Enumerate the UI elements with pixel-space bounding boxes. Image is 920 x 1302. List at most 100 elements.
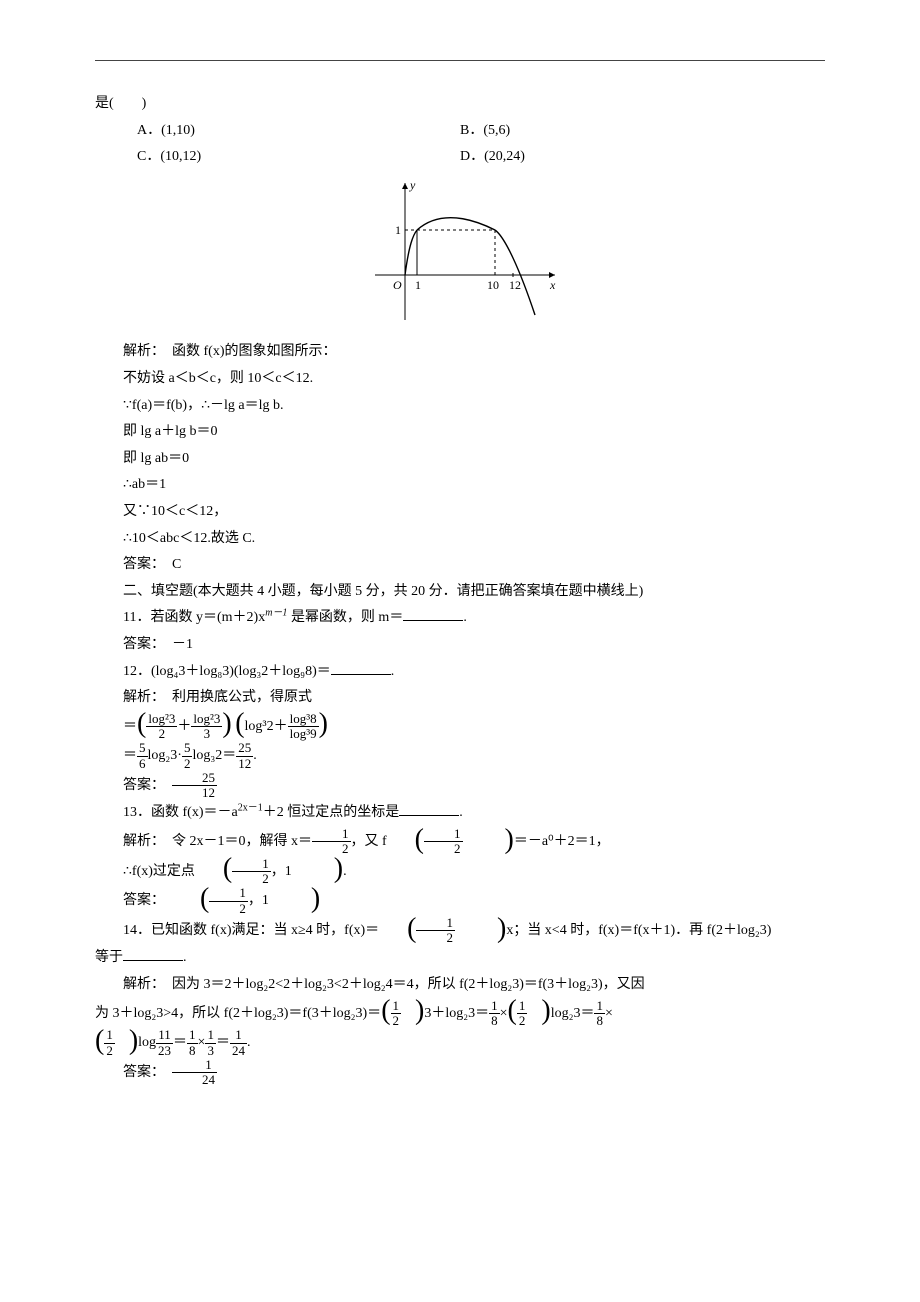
n: 1	[594, 999, 605, 1014]
n: log²3	[191, 712, 222, 727]
q13-sol-2: ∴f(x)过定点(12，1 ).	[95, 857, 825, 887]
d: 2	[391, 1014, 402, 1028]
d: 3	[205, 1044, 216, 1058]
header-rule	[95, 60, 825, 61]
d: 2	[104, 1044, 115, 1058]
d: 3	[191, 727, 222, 741]
n: 1	[312, 827, 351, 842]
q10-answer: 答案： C	[95, 552, 825, 579]
q10-graph: O 1 10 12 1 x y	[95, 175, 825, 336]
d: 2	[517, 1014, 528, 1028]
q13-stem-a: 13．函数 f(x)＝－a	[123, 805, 238, 820]
q11-stem-b: 是幂函数，则 m＝	[287, 610, 403, 625]
blank	[403, 606, 463, 621]
n: 1	[230, 1028, 247, 1043]
t: log₂3＝	[551, 1006, 595, 1021]
d: 24	[172, 1073, 217, 1087]
svg-text:O: O	[393, 278, 402, 292]
label-answer: 答案：	[123, 557, 172, 572]
n: log²3	[146, 712, 177, 727]
label-answer: 答案：	[123, 637, 172, 652]
n: 1	[104, 1028, 115, 1043]
q11-answer: 答案： －1	[95, 632, 825, 659]
svg-text:10: 10	[487, 278, 499, 292]
q13-sol-1: 解析： 令 2x－1＝0，解得 x＝12，又 f(12 )＝－a⁰＋2＝1，	[95, 827, 825, 857]
t: 14．已知函数 f(x)满足：当 x≥4 时，f(x)＝	[123, 923, 379, 938]
q12-eq1: ＝(log²32＋log²33) (log³2＋log³8log³9)	[123, 712, 825, 742]
n: 1	[517, 999, 528, 1014]
q10-sol-5: 即 lg ab＝0	[95, 446, 825, 473]
svg-text:12: 12	[509, 278, 521, 292]
q14-answer: 答案： 124	[95, 1058, 825, 1088]
q14-sol-3: (12 )log1123＝18×13＝124.	[95, 1028, 825, 1058]
q10-sol-7: 又∵10＜c＜12，	[95, 499, 825, 526]
svg-text:x: x	[549, 278, 556, 292]
q13-stem: 13．函数 f(x)＝－a2x－1＋2 恒过定点的坐标是.	[95, 800, 825, 827]
q10-sol-1: 解析： 函数 f(x)的图象如图所示：	[95, 339, 825, 366]
q14-sol-2: 为 3＋log₂3>4，所以 f(2＋log₂3)＝f(3＋log₂3)＝(12…	[95, 999, 825, 1029]
q12-answer: 答案： 2512	[95, 771, 825, 801]
blank	[399, 801, 459, 816]
d: 2	[416, 931, 455, 945]
q10-sol-8: ∴10＜abc＜12.故选 C.	[95, 526, 825, 553]
d: 2	[232, 872, 271, 886]
n: 1	[489, 999, 500, 1014]
q14-stem-2: 等于.	[95, 945, 825, 972]
n: 1	[424, 827, 463, 842]
d: 12	[236, 757, 253, 771]
q11-answer-val: －1	[172, 637, 193, 652]
q10-sol-2: 不妨设 a＜b＜c，则 10＜c＜12.	[95, 366, 825, 393]
d: 24	[230, 1044, 247, 1058]
d: 23	[156, 1044, 173, 1058]
q10-answer-val: C	[172, 557, 181, 572]
q12-sol-1: 解析： 利用换底公式，得原式	[95, 685, 825, 712]
t: ，1	[248, 893, 269, 908]
q14-stem-1: 14．已知函数 f(x)满足：当 x≥4 时，f(x)＝(12 )x；当 x<4…	[95, 916, 825, 946]
q12-stem: 12．(log₄3＋log₈3)(log₃2＋log₉8)＝.	[95, 659, 825, 686]
svg-text:y: y	[409, 178, 416, 192]
t: 为 3＋log₂3>4，所以 f(2＋log₂3)＝f(3＋log₂3)＝	[95, 1006, 381, 1021]
t: ×	[500, 1006, 508, 1021]
n: 5	[137, 741, 148, 756]
d: 2	[146, 727, 177, 741]
label-answer: 答案：	[123, 893, 172, 908]
q11-stem-sup: m－1	[265, 608, 287, 619]
d: 6	[137, 757, 148, 771]
t: ∴f(x)过定点	[123, 864, 195, 879]
d: 8	[594, 1014, 605, 1028]
q10-sol-3: ∵f(a)＝f(b)，∴－lg a＝lg b.	[95, 393, 825, 420]
blank	[123, 946, 183, 961]
label-solution: 解析：	[123, 344, 172, 359]
q11-stem: 11．若函数 y＝(m＋2)xm－1 是幂函数，则 m＝.	[95, 605, 825, 632]
t: ，又 f	[351, 834, 387, 849]
svg-text:1: 1	[415, 278, 421, 292]
q10-optD: D．(20,24)	[460, 144, 825, 171]
q10-sol-4: 即 lg a＋lg b＝0	[95, 419, 825, 446]
t: 令 2x－1＝0，解得 x＝	[172, 834, 312, 849]
t: ，1	[271, 864, 292, 879]
t: x；当 x<4 时，f(x)＝f(x＋1)．再 f(2＋log₂3)	[506, 923, 771, 938]
d: log³9	[288, 727, 319, 741]
q10-optA: A．(1,10)	[95, 118, 460, 145]
t: log	[138, 1035, 156, 1050]
d: 2	[209, 902, 248, 916]
q10-optC: C．(10,12)	[95, 144, 460, 171]
n: 1	[187, 1028, 198, 1043]
section-2-title: 二、填空题(本大题共 4 小题，每小题 5 分，共 20 分．请把正确答案填在题…	[95, 579, 825, 606]
d: 2	[424, 842, 463, 856]
q12-stem-text: 12．(log₄3＋log₈3)(log₃2＋log₉8)＝	[123, 664, 331, 679]
label-answer: 答案：	[123, 1065, 172, 1080]
svg-text:1: 1	[395, 223, 401, 237]
q10-sol-6: ∴ab＝1	[95, 472, 825, 499]
d: 2	[182, 757, 193, 771]
label-solution: 解析：	[123, 834, 172, 849]
n: 25	[172, 771, 217, 786]
q10-options-row1: A．(1,10) B．(5,6)	[95, 118, 825, 145]
t: log₂3·	[148, 748, 182, 763]
q10-options-row2: C．(10,12) D．(20,24)	[95, 144, 825, 171]
label-solution: 解析：	[123, 690, 172, 705]
n: 25	[236, 741, 253, 756]
blank	[331, 660, 391, 675]
t: 因为 3＝2＋log₂2<2＋log₂3<2＋log₂4＝4，所以 f(2＋lo…	[172, 977, 645, 992]
q12-sol-1-text: 利用换底公式，得原式	[172, 690, 312, 705]
